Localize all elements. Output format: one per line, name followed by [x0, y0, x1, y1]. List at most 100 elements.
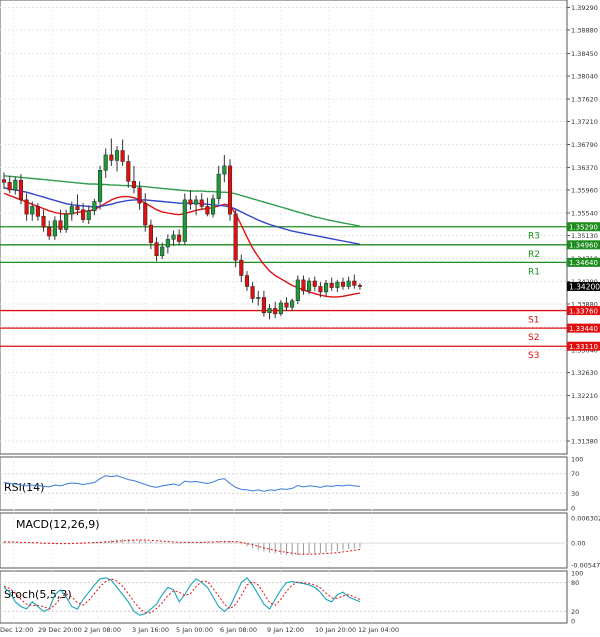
level-name-s1: S1 [528, 316, 539, 326]
level-tag-r3: 1.35290 [569, 224, 598, 232]
candle-body [7, 182, 12, 191]
candle-body [131, 180, 136, 189]
candle-body [301, 279, 306, 292]
y-tick-label: 1.38040 [571, 72, 598, 80]
level-tag-bg-s1 [567, 306, 600, 316]
candle-body [211, 198, 216, 215]
candle-body [284, 302, 289, 308]
rsi-tick-label: 70 [571, 470, 579, 478]
candle-body [335, 281, 340, 288]
candle-body [256, 297, 261, 299]
candle-body [148, 224, 153, 243]
candle-body [199, 199, 204, 207]
x-tick-label: 5 Jan 00:00 [176, 626, 213, 634]
macd-label: MACD(12,26,9) [16, 518, 100, 531]
candle-body [86, 210, 91, 220]
candle-body [346, 280, 351, 287]
level-name-r3: R3 [528, 232, 540, 242]
x-tick-label: 3 Jan 16:00 [132, 626, 169, 634]
moving-averages [3, 175, 361, 298]
rsi-line [3, 475, 361, 492]
candle-body [35, 206, 40, 217]
ma-line-0 [3, 192, 361, 298]
level-tag-bg-s2 [567, 323, 600, 333]
y-tick-label: 1.39290 [571, 4, 598, 12]
x-tick-label: 12 Jan 04:00 [358, 626, 399, 634]
y-tick-label: 1.37210 [571, 118, 598, 126]
x-tick-label: 9 Jan 12:00 [267, 626, 304, 634]
rsi-label: RSI(14) [4, 481, 44, 494]
candle-body [267, 308, 272, 314]
y-tick-label: 1.38880 [571, 26, 598, 34]
candle-body [103, 154, 108, 171]
ma-line-1 [3, 187, 361, 245]
candle-body [126, 161, 131, 182]
stoch-k-line [3, 577, 361, 616]
candle-body [329, 282, 334, 288]
candle-body [171, 234, 176, 240]
level-tag-s1: 1.33760 [569, 307, 598, 315]
candle-body [143, 202, 148, 226]
rsi-panel-frame [0, 456, 568, 511]
x-tick-label: 10 Jan 20:00 [315, 626, 356, 634]
candle-body [295, 279, 300, 301]
candle-body [318, 286, 323, 293]
macd-tick-label: 0.006302 [571, 515, 600, 523]
stoch-label: Stoch(5,5,3) [4, 588, 72, 601]
candle-body [222, 165, 227, 175]
x-tick-label: Dec 12:00 [0, 626, 33, 634]
pivot-levels: R3 1.35290 R2 1.34960 R1 1.34640 S1 1.33760 S2 1.… [0, 222, 600, 361]
candle-body [109, 154, 114, 161]
x-tick-label: 2 Jan 08:00 [84, 626, 121, 634]
y-tick-label: 1.35960 [571, 187, 598, 195]
candle-body [81, 209, 86, 220]
candle-body [290, 300, 295, 308]
y-tick-label: 1.38450 [571, 50, 598, 58]
level-tag-bg-r1 [567, 257, 600, 267]
candle-body [41, 216, 46, 228]
y-tick-label: 1.31800 [571, 415, 598, 423]
rsi-tick-label: 30 [571, 490, 579, 498]
macd-panel-frame [0, 512, 568, 569]
current-price-tag-bg [567, 281, 600, 291]
y-tick-label: 1.36370 [571, 164, 598, 172]
candle-body [244, 275, 249, 287]
candle-body [24, 199, 29, 215]
level-tag-bg-s3 [567, 341, 600, 351]
y-tick-label: 1.35540 [571, 210, 598, 218]
candle-body [324, 282, 329, 293]
y-tick-label: 1.35130 [571, 232, 598, 240]
candle-body [278, 302, 283, 315]
level-tag-bg-r3 [567, 222, 600, 232]
candle-body [64, 213, 69, 230]
candle-body [13, 179, 18, 191]
level-tag-s3: 1.33110 [569, 343, 598, 351]
candle-body [188, 199, 193, 205]
level-tag-s2: 1.33440 [569, 325, 598, 333]
candle-body [154, 242, 159, 257]
candle-body [52, 220, 57, 237]
macd-panel: MACD(12,26,9) 0.006302 0.00 -0.005474 [0, 515, 600, 570]
level-name-r1: R1 [528, 267, 540, 277]
candle-body [233, 213, 238, 261]
level-tag-r1: 1.34640 [569, 259, 598, 267]
macd-tick-label: -0.005474 [571, 562, 600, 570]
candle-body [92, 201, 97, 212]
candlesticks [1, 138, 362, 320]
candle-body [114, 150, 120, 161]
candle-body [165, 239, 170, 248]
candle-body [227, 165, 233, 215]
candle-body [307, 280, 312, 292]
candle-body [273, 308, 278, 315]
candle-body [58, 220, 63, 230]
candle-body [98, 170, 103, 202]
candle-body [182, 199, 187, 242]
candle-body [160, 246, 165, 257]
candle-body [216, 173, 221, 200]
candle-body [250, 286, 255, 299]
candle-body [312, 280, 317, 287]
current-price-label: 1.34200 [569, 282, 600, 291]
time-axis: Dec 12:00 29 Dec 20:00 2 Jan 08:00 3 Jan 16… [0, 626, 399, 634]
